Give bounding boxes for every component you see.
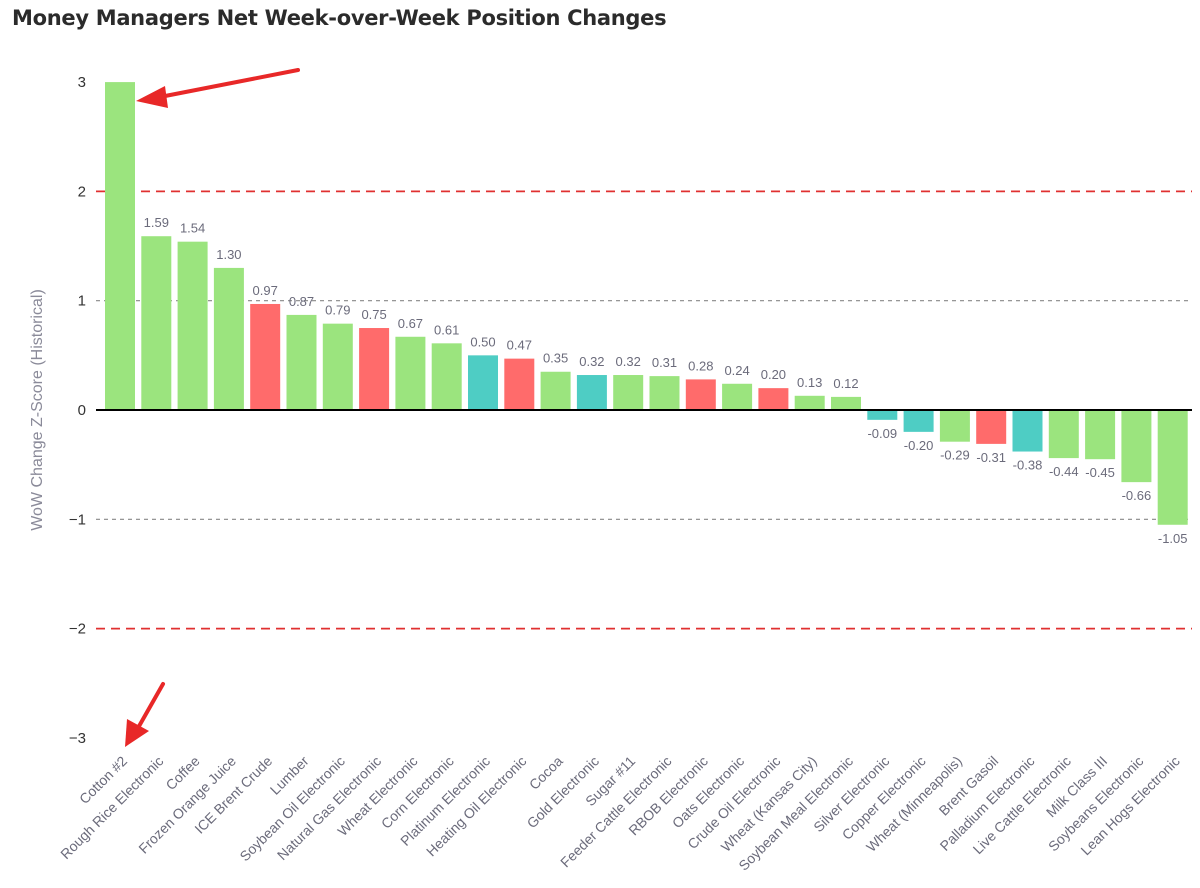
bar	[576, 375, 607, 410]
bar-value-label: -0.09	[867, 426, 897, 441]
arrow-head	[136, 86, 168, 108]
y-axis-title: WoW Change Z-Score (Historical)	[29, 289, 46, 531]
y-tick-label: 1	[78, 293, 86, 310]
bar-value-label: 0.24	[724, 363, 749, 378]
bar	[359, 328, 390, 410]
bar-value-label: 0.75	[361, 307, 386, 322]
bar	[1085, 410, 1116, 460]
bar-value-label: -0.31	[976, 450, 1006, 465]
arrow-head	[125, 719, 149, 747]
bar	[1157, 410, 1188, 525]
bar-value-label: -0.20	[904, 438, 934, 453]
y-tick-label: 0	[78, 402, 86, 419]
bar-value-label: -0.44	[1049, 464, 1079, 479]
bar-value-label: -0.29	[940, 448, 970, 463]
bar	[722, 383, 753, 410]
bar	[1012, 410, 1043, 452]
bar	[105, 82, 135, 410]
bar-value-label: 0.32	[579, 354, 604, 369]
y-tick-label: 3	[78, 74, 86, 91]
bar-value-label: -0.66	[1122, 488, 1152, 503]
bar	[177, 241, 208, 410]
bar-value-label: 0.31	[652, 355, 677, 370]
bar-value-label: 0.47	[507, 338, 532, 353]
bar	[794, 395, 825, 410]
bar-value-label: 0.35	[543, 351, 568, 366]
bar	[976, 410, 1007, 444]
bar	[250, 303, 281, 410]
bar	[540, 371, 571, 410]
bar	[141, 236, 172, 410]
bar-value-label: 0.97	[253, 283, 278, 298]
annotations	[125, 68, 300, 747]
bar-value-label: 0.50	[470, 334, 495, 349]
bar-value-label: -0.38	[1013, 458, 1043, 473]
bar-value-label: 0.61	[434, 322, 459, 337]
bar	[649, 376, 680, 410]
bar	[1048, 410, 1079, 459]
bar	[395, 336, 426, 410]
bar	[322, 323, 353, 410]
bar-value-label: 1.30	[216, 247, 241, 262]
bar	[867, 410, 898, 420]
bar-value-label: -1.05	[1158, 531, 1188, 546]
bar-value-label: -0.45	[1085, 465, 1115, 480]
reference-lines	[96, 190, 1192, 630]
bar-value-label: 0.28	[688, 358, 713, 373]
y-tick-label: −1	[69, 511, 86, 528]
bar	[613, 375, 644, 410]
y-tick-labels: 3 2 1 0 −1 −2 −3	[69, 74, 86, 747]
bar	[504, 358, 535, 410]
y-tick-label: −3	[69, 730, 86, 747]
bar	[758, 388, 789, 410]
bar	[213, 267, 244, 410]
chart-title: Money Managers Net Week-over-Week Positi…	[12, 6, 667, 30]
bar	[831, 396, 861, 410]
y-tick-label: 2	[78, 183, 86, 200]
bar	[431, 343, 462, 410]
bar	[1121, 410, 1152, 483]
bar	[685, 379, 716, 410]
bar	[286, 314, 317, 410]
bar-value-label: 0.87	[289, 294, 314, 309]
bar-value-label: 0.13	[797, 375, 822, 390]
bar-value-label: 0.67	[398, 316, 423, 331]
bar	[903, 410, 934, 432]
bar-value-label: 1.54	[180, 221, 205, 236]
bars	[105, 82, 1188, 525]
bar-value-label: 0.20	[761, 367, 786, 382]
bar-value-labels: 1.59 1.54 1.30 0.97 0.87 0.79 0.75 0.67 0.61 0.50…	[144, 215, 1188, 546]
bar	[468, 355, 498, 410]
arrow-shaft	[136, 682, 165, 730]
bar-value-label: 0.79	[325, 303, 350, 318]
y-tick-label: −2	[69, 621, 86, 638]
bar-value-label: 0.12	[833, 376, 858, 391]
bar-value-label: 0.32	[616, 354, 641, 369]
arrow-shaft	[158, 68, 300, 99]
bar	[939, 410, 970, 442]
bar-value-label: 1.59	[144, 215, 169, 230]
